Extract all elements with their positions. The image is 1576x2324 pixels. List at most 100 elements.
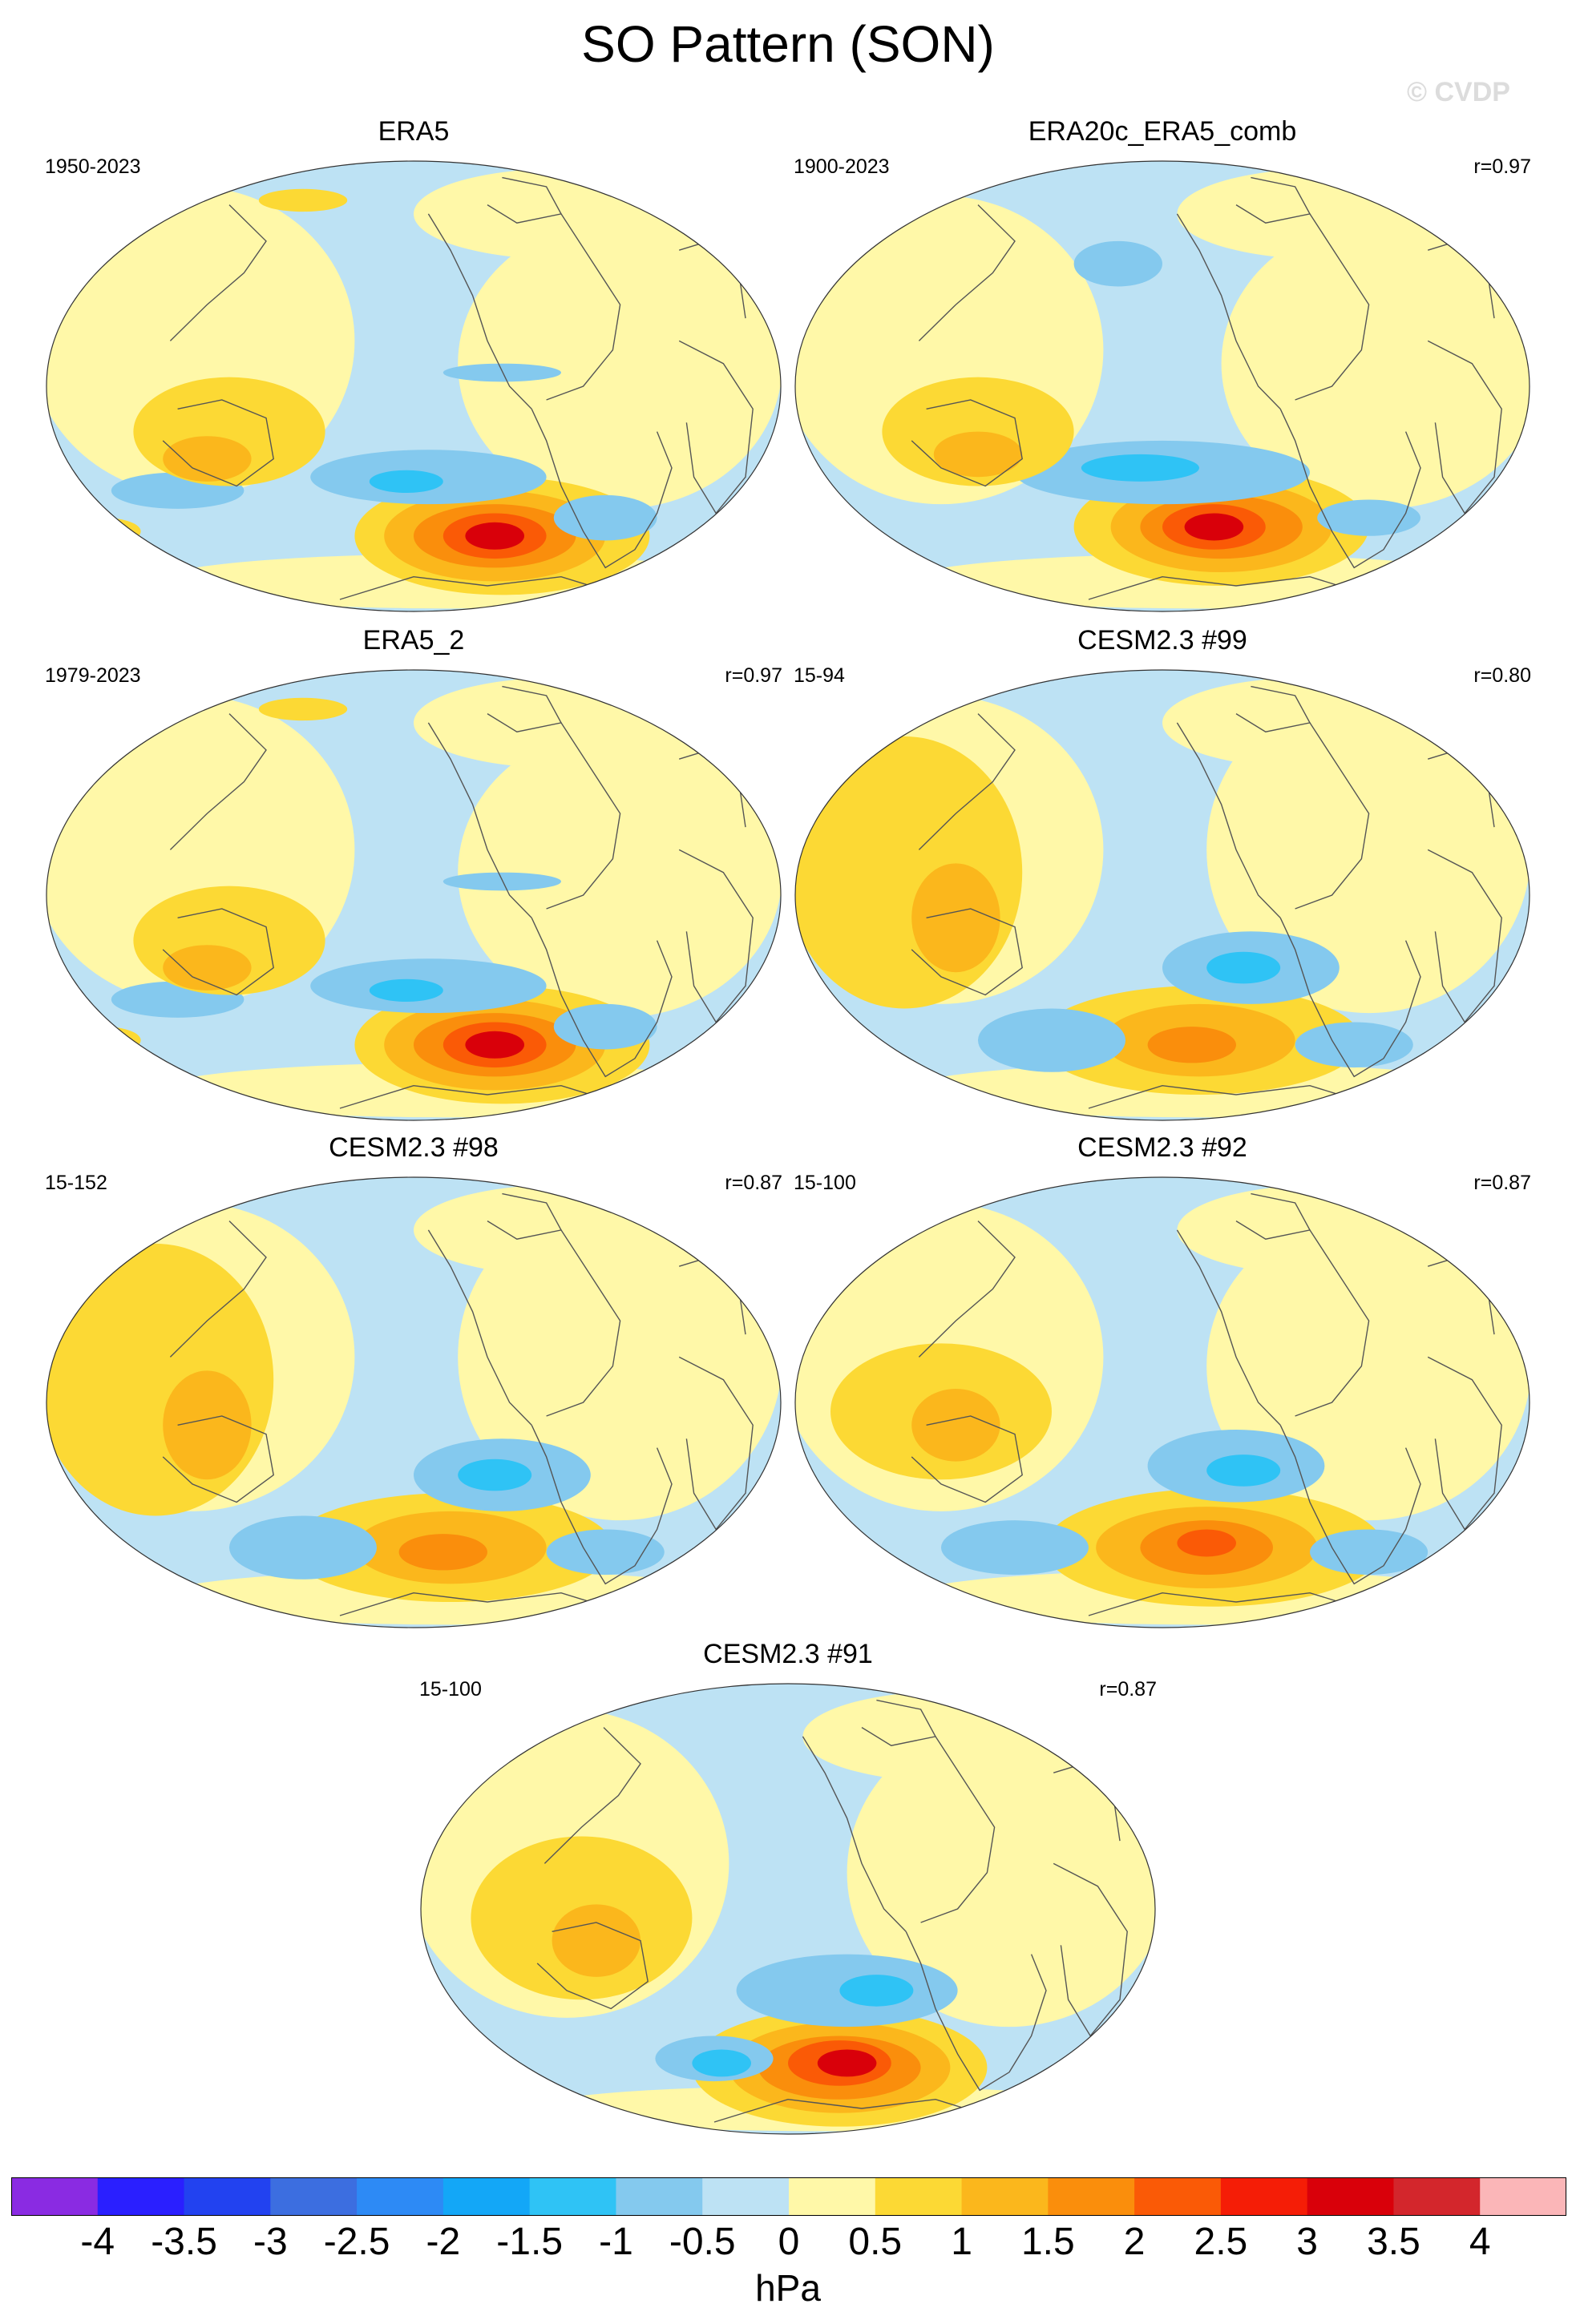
colorbar-tick-label: -4 [80, 2221, 115, 2263]
positive-anomaly-region [458, 218, 781, 509]
panel-years: 15-100 [419, 1678, 482, 1701]
anomaly-contour [163, 945, 252, 991]
coastline [1279, 918, 1421, 1078]
globe-outline [420, 1683, 1156, 2135]
positive-anomaly-region [46, 168, 192, 241]
colorbar-swatch [702, 2177, 790, 2216]
colorbar-tick-label: -3 [253, 2221, 288, 2263]
coastline [1295, 1229, 1370, 1417]
colorbar-tick-label: -1 [599, 2221, 633, 2263]
anomaly-contour [163, 1370, 252, 1480]
colorbar-tick-label: 4 [1469, 2221, 1491, 2263]
coastline [162, 908, 274, 996]
coastline [911, 1415, 1023, 1503]
positive-anomaly-region [847, 1718, 1155, 2027]
coastline [1279, 1425, 1421, 1585]
anomaly-contour [933, 431, 1023, 478]
anomaly-contour [369, 978, 443, 1003]
positive-anomaly-region [1206, 686, 1530, 1014]
cvdp-watermark: © CVDP [1407, 77, 1510, 107]
coastline [1295, 722, 1370, 910]
anomaly-contour [795, 736, 1023, 1009]
map-globe [420, 1683, 1156, 2135]
colorbar-tick-label: 1.5 [1020, 2221, 1075, 2263]
map-panel-era20c-era5-comb: ERA20c_ERA5_comb 1900-2023 r=0.97 [794, 116, 1531, 613]
anomaly-contour [701, 1027, 761, 1055]
coastline [487, 685, 563, 732]
colorbar-tick-label: 1 [951, 2221, 972, 2263]
colorbar-tick-label: 0.5 [848, 2221, 903, 2263]
map-globe [46, 160, 782, 612]
coastline [544, 1727, 641, 1864]
positive-anomaly-region [421, 1691, 567, 1764]
positive-anomaly-region [795, 1184, 941, 1257]
anomaly-contour [546, 1529, 665, 1576]
coastline [678, 849, 754, 1023]
coastline [1088, 1084, 1369, 1109]
panel-correlation: r=0.97 [1473, 155, 1531, 178]
coastline [1427, 849, 1502, 1023]
coastline [487, 1192, 563, 1240]
panel-title: CESM2.3 #99 [1077, 625, 1247, 656]
anomaly-contour [1317, 499, 1420, 536]
map-panel-cesm2-3-91: CESM2.3 #91 15-100 r=0.87 [419, 1639, 1157, 2136]
coastline [713, 2098, 995, 2123]
colorbar-tick-label: -3.5 [151, 2221, 217, 2263]
coastline [1427, 340, 1502, 514]
anomaly-contour [458, 1459, 532, 1491]
coastline [802, 1736, 907, 1932]
coastline [169, 204, 267, 341]
globe-outline [46, 1176, 782, 1628]
globe-outline [794, 160, 1530, 612]
coastline [905, 1931, 1047, 2092]
coastline [1295, 213, 1370, 401]
coastline [1053, 1862, 1128, 2037]
positive-anomaly-region [46, 677, 192, 750]
colorbar-swatch [875, 2177, 963, 2216]
anomaly-contour [1073, 240, 1162, 287]
colorbar-swatch [789, 2177, 876, 2216]
panel-title: CESM2.3 #98 [329, 1132, 499, 1163]
anomaly-contour [1184, 513, 1244, 541]
anomaly-contour [258, 697, 348, 721]
colorbar-swatch [1393, 2177, 1481, 2216]
coastline [918, 713, 1016, 850]
anomaly-contour [67, 518, 141, 546]
anomaly-contour [941, 1520, 1089, 1576]
panel-correlation: r=0.97 [725, 664, 782, 687]
anomaly-contour [701, 518, 761, 546]
panel-title: ERA5 [378, 116, 450, 147]
anomaly-contour [1147, 1027, 1236, 1063]
positive-anomaly-region [1177, 1184, 1473, 1276]
map-globe [794, 669, 1530, 1121]
panel-years: 15-94 [794, 664, 845, 687]
coastline [536, 1922, 649, 2010]
anomaly-contour [369, 470, 443, 494]
colorbar-swatch [442, 2177, 531, 2216]
colorbar-swatch [1307, 2177, 1394, 2216]
coastline [1088, 1592, 1369, 1616]
anomaly-contour [882, 377, 1074, 486]
coastline [162, 399, 274, 487]
colorbar-swatch [1048, 2177, 1135, 2216]
colorbar-swatch [1134, 2177, 1222, 2216]
coastline [1235, 1192, 1311, 1240]
coastline [531, 1425, 673, 1585]
colorbar-tick-label: 2 [1123, 2221, 1146, 2263]
globe-outline [794, 669, 1530, 1121]
coastline [1235, 685, 1311, 732]
positive-anomaly-region [1221, 218, 1530, 509]
coastline [546, 1229, 621, 1417]
coastline [546, 213, 621, 401]
map-globe [794, 160, 1530, 612]
panel-correlation: r=0.87 [1099, 1678, 1157, 1701]
coastline [1235, 176, 1311, 224]
coastline [678, 340, 754, 514]
positive-anomaly-region [1177, 168, 1473, 260]
panel-correlation: r=0.80 [1473, 664, 1531, 687]
positive-anomaly-region [795, 168, 941, 241]
coastline [427, 213, 532, 410]
colorbar-tick-labels: -4 -3.5 -3 -2.5 -2 -1.5 -1 -0.5 0 0.5 1 1.5 2 2.5 3 3.5… [0, 2220, 1576, 2268]
map-globe [794, 1176, 1530, 1628]
anomaly-contour [1177, 1529, 1236, 1557]
